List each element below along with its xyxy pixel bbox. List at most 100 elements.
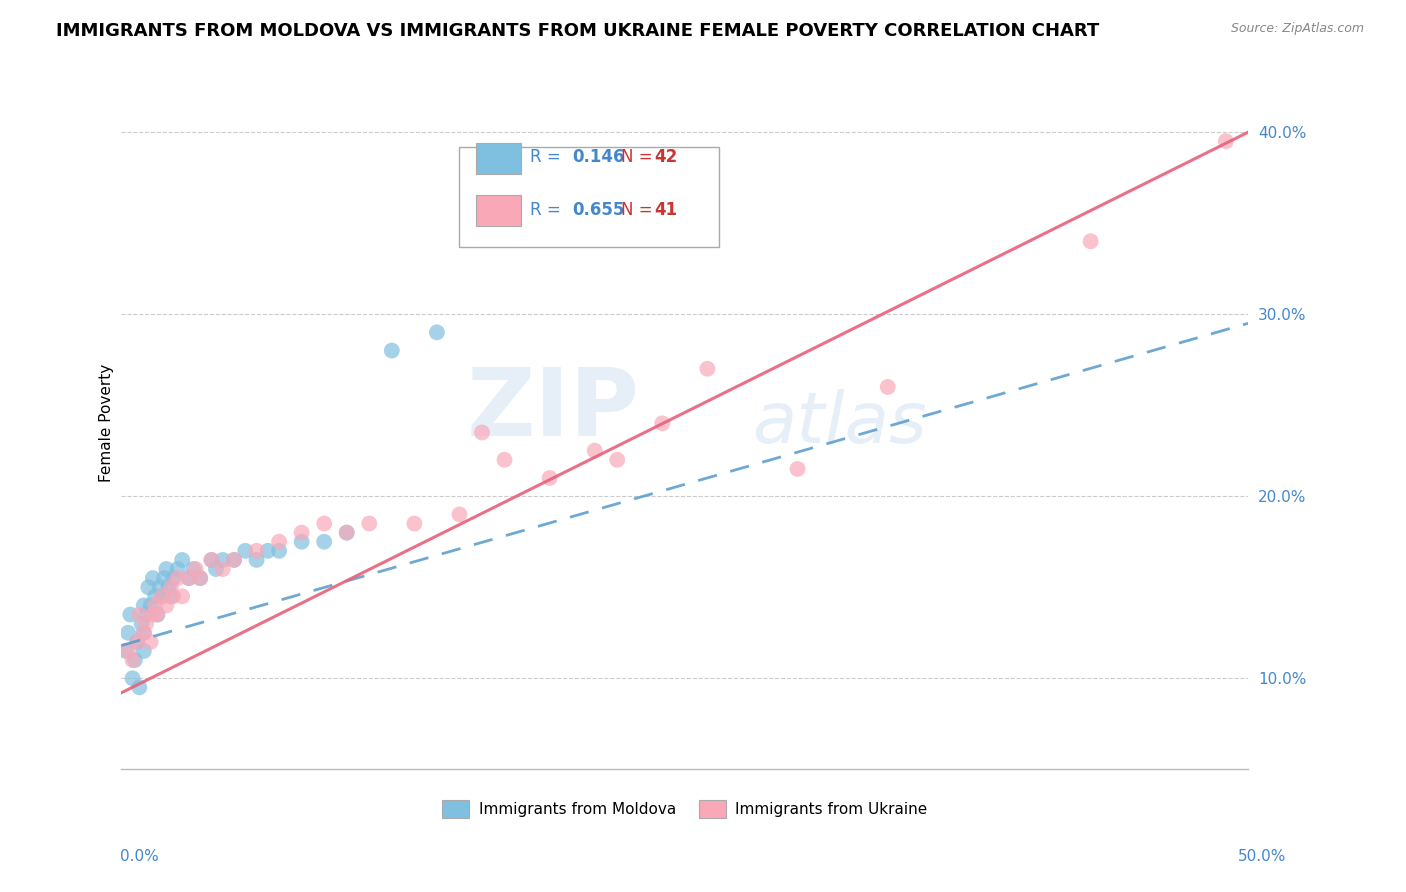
Point bbox=[200, 553, 222, 567]
Point bbox=[172, 590, 194, 604]
Text: 0.0%: 0.0% bbox=[120, 849, 159, 863]
Point bbox=[162, 590, 184, 604]
Point bbox=[125, 635, 148, 649]
Point bbox=[449, 508, 471, 522]
Point bbox=[233, 544, 256, 558]
Point bbox=[114, 644, 136, 658]
Point bbox=[131, 616, 153, 631]
Point bbox=[150, 590, 173, 604]
Text: R =: R = bbox=[530, 148, 561, 166]
Point bbox=[494, 452, 516, 467]
Point bbox=[336, 525, 359, 540]
Point bbox=[336, 525, 359, 540]
Point bbox=[245, 544, 267, 558]
Point bbox=[139, 599, 162, 613]
Point bbox=[121, 671, 143, 685]
Point bbox=[117, 625, 139, 640]
Point bbox=[786, 462, 808, 476]
Point bbox=[128, 681, 150, 695]
Point bbox=[150, 590, 173, 604]
Point bbox=[184, 562, 207, 576]
Point bbox=[177, 571, 200, 585]
Text: IMMIGRANTS FROM MOLDOVA VS IMMIGRANTS FROM UKRAINE FEMALE POVERTY CORRELATION CH: IMMIGRANTS FROM MOLDOVA VS IMMIGRANTS FR… bbox=[56, 22, 1099, 40]
Text: 0.146: 0.146 bbox=[572, 148, 624, 166]
Text: R =: R = bbox=[530, 202, 561, 219]
Point bbox=[651, 417, 673, 431]
Point bbox=[157, 580, 180, 594]
Y-axis label: Female Poverty: Female Poverty bbox=[100, 364, 114, 483]
Text: ZIP: ZIP bbox=[467, 364, 640, 456]
Point bbox=[245, 553, 267, 567]
Point bbox=[162, 571, 184, 585]
Text: 42: 42 bbox=[654, 148, 678, 166]
Point bbox=[142, 571, 165, 585]
Text: 0.655: 0.655 bbox=[572, 202, 624, 219]
Point bbox=[132, 625, 155, 640]
Text: 50.0%: 50.0% bbox=[1239, 849, 1286, 863]
Point bbox=[172, 553, 194, 567]
Text: N =: N = bbox=[620, 148, 652, 166]
Point bbox=[143, 590, 166, 604]
Point bbox=[135, 607, 157, 622]
Point bbox=[188, 571, 211, 585]
Point bbox=[117, 644, 139, 658]
Point bbox=[146, 607, 169, 622]
Point bbox=[205, 562, 228, 576]
Point bbox=[269, 534, 291, 549]
Point bbox=[200, 553, 222, 567]
Point bbox=[314, 516, 336, 531]
Point bbox=[125, 635, 148, 649]
Point bbox=[696, 361, 718, 376]
Point bbox=[155, 599, 177, 613]
Point bbox=[183, 562, 205, 576]
Point bbox=[128, 607, 150, 622]
Point bbox=[1080, 235, 1102, 249]
Point bbox=[314, 534, 336, 549]
Point bbox=[146, 607, 169, 622]
Point bbox=[132, 599, 155, 613]
Text: Source: ZipAtlas.com: Source: ZipAtlas.com bbox=[1230, 22, 1364, 36]
Point bbox=[177, 571, 200, 585]
FancyBboxPatch shape bbox=[477, 195, 522, 227]
Point bbox=[211, 562, 233, 576]
Point bbox=[135, 616, 157, 631]
Point bbox=[222, 553, 245, 567]
Point bbox=[876, 380, 898, 394]
Point bbox=[160, 580, 183, 594]
Point bbox=[291, 525, 314, 540]
Point bbox=[132, 625, 155, 640]
Point bbox=[426, 326, 449, 340]
Point bbox=[606, 452, 628, 467]
Point bbox=[256, 544, 278, 558]
Text: 41: 41 bbox=[654, 202, 678, 219]
Point bbox=[155, 562, 177, 576]
Point bbox=[124, 653, 146, 667]
Point bbox=[160, 590, 183, 604]
Point bbox=[222, 553, 245, 567]
Point bbox=[211, 553, 233, 567]
Text: atlas: atlas bbox=[752, 389, 927, 458]
Point bbox=[1215, 134, 1237, 148]
Point bbox=[538, 471, 561, 485]
Point bbox=[120, 607, 142, 622]
Text: N =: N = bbox=[620, 202, 652, 219]
Point bbox=[381, 343, 404, 358]
Point bbox=[138, 580, 160, 594]
Point bbox=[359, 516, 381, 531]
Point bbox=[142, 607, 165, 622]
Point bbox=[139, 635, 162, 649]
Point bbox=[166, 562, 188, 576]
Point bbox=[166, 571, 188, 585]
Point bbox=[143, 599, 166, 613]
Point bbox=[149, 580, 172, 594]
Point bbox=[404, 516, 426, 531]
Point bbox=[121, 653, 143, 667]
Legend: Immigrants from Moldova, Immigrants from Ukraine: Immigrants from Moldova, Immigrants from… bbox=[436, 794, 934, 824]
Point bbox=[471, 425, 494, 440]
Point bbox=[269, 544, 291, 558]
FancyBboxPatch shape bbox=[460, 146, 718, 247]
Point bbox=[291, 534, 314, 549]
Point bbox=[132, 644, 155, 658]
Point bbox=[188, 571, 211, 585]
Point bbox=[153, 571, 176, 585]
